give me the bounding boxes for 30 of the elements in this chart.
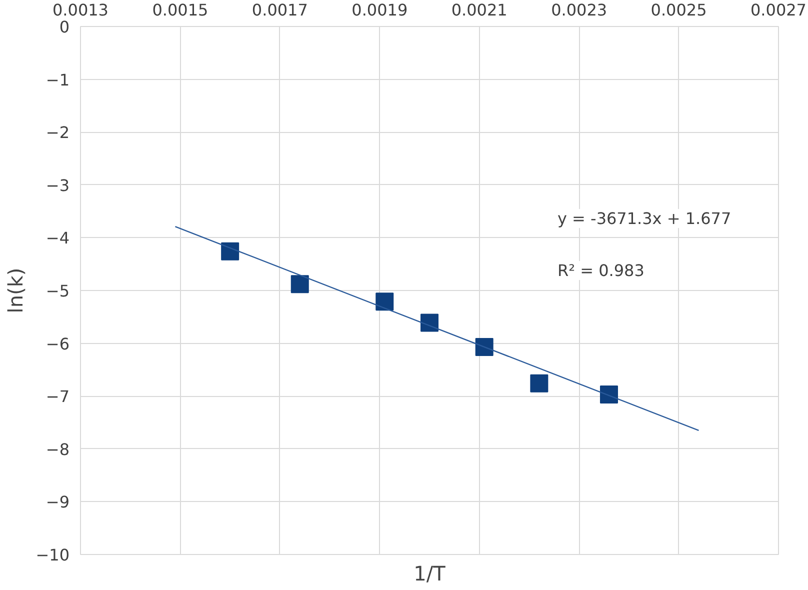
point bbox=[475, 338, 494, 356]
x-tick-label: 0.0027 bbox=[750, 0, 806, 20]
x-axis-title: 1/T bbox=[414, 562, 446, 586]
x-tick-label: 0.0025 bbox=[650, 0, 707, 20]
point bbox=[530, 374, 548, 392]
point bbox=[290, 275, 309, 294]
x-tick-label: 0.0023 bbox=[551, 0, 608, 20]
annotation: y = -3671.3x + 1.677 bbox=[558, 209, 732, 228]
y-tick-label: −2 bbox=[46, 123, 70, 142]
y-tick-label: −3 bbox=[46, 176, 70, 195]
y-axis-title: ln(k) bbox=[4, 268, 28, 314]
y-tick-label: −6 bbox=[46, 334, 70, 354]
point bbox=[221, 242, 240, 260]
point bbox=[420, 314, 438, 332]
x-tick-label: 0.0021 bbox=[451, 0, 508, 20]
x-tick-label: 0.0019 bbox=[352, 0, 408, 20]
y-tick-label: −9 bbox=[46, 492, 70, 512]
point bbox=[376, 292, 394, 311]
y-tick-label: −4 bbox=[46, 228, 70, 248]
x-tick-label: 0.0015 bbox=[152, 0, 208, 20]
annotation: R² = 0.983 bbox=[558, 261, 644, 280]
y-tick-label: −5 bbox=[46, 282, 70, 300]
x-tick-label: 0.0013 bbox=[52, 0, 108, 20]
y-tick-label: −10 bbox=[36, 546, 70, 564]
y-tick-label: −8 bbox=[46, 440, 70, 459]
y-tick-label: −1 bbox=[46, 70, 70, 90]
y-tick-label: 0 bbox=[59, 18, 70, 36]
point bbox=[600, 386, 618, 404]
x-tick-label: 0.0017 bbox=[252, 0, 308, 20]
y-tick-label: −7 bbox=[46, 387, 70, 406]
